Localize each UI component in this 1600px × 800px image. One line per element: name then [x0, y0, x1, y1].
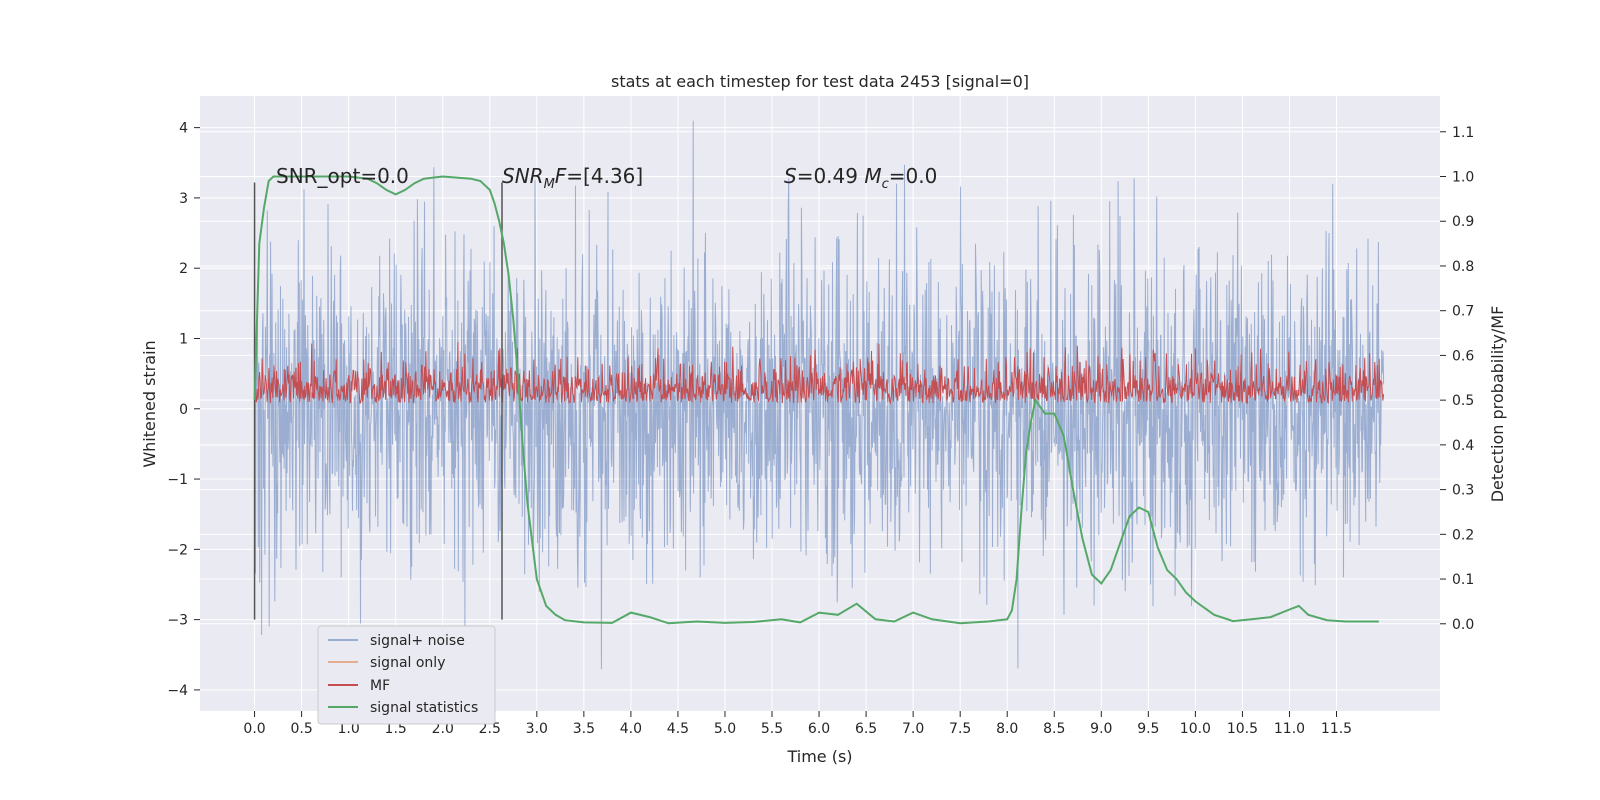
x-tick-label: 6.5 — [855, 721, 877, 737]
y-tick-label: 3 — [179, 191, 188, 207]
y-right-tick-label: 0.2 — [1452, 527, 1474, 543]
y-right-tick-label: 0.0 — [1452, 617, 1474, 633]
legend: signal+ noise signal only MF signal stat… — [317, 625, 496, 725]
series-line-mf — [254, 341, 1385, 405]
y-ticks-right: 1.1 1.0 0.9 0.8 0.7 0.6 0.5 0.4 0.3 0.2 0.1 0.0 — [1440, 125, 1474, 633]
series-signal-statistics — [253, 175, 1379, 625]
y-right-tick-label: 0.1 — [1452, 572, 1474, 588]
x-tick-label: 10.5 — [1227, 721, 1258, 737]
y-tick-label: 1 — [179, 331, 188, 347]
x-tick-label: 2.5 — [479, 721, 501, 737]
x-tick-label: 11.0 — [1274, 721, 1305, 737]
x-tick-label: 2.0 — [432, 721, 454, 737]
vlines — [253, 182, 503, 620]
x-axis-label: Time (s) — [786, 747, 852, 766]
x-tick-label: 0.0 — [243, 721, 265, 737]
y-ticks-left: 4 3 2 1 0 −1 −2 −3 −4 — [167, 121, 200, 699]
y-tick-label: −1 — [167, 472, 188, 488]
y-right-tick-label: 1.0 — [1452, 170, 1474, 186]
x-tick-label: 9.0 — [1090, 721, 1112, 737]
legend-label-signal-only: signal only — [370, 655, 445, 671]
chart-title: stats at each timestep for test data 245… — [611, 72, 1029, 91]
x-tick-label: 4.5 — [667, 721, 689, 737]
x-tick-label: 5.5 — [761, 721, 783, 737]
annotation-s-mc: S=0.49 Mc=0.0 — [784, 164, 937, 192]
series-line-signal-noise — [254, 120, 1385, 670]
y-tick-label: −2 — [167, 542, 188, 558]
x-tick-label: 8.5 — [1043, 721, 1065, 737]
x-ticks: 0.0 0.5 1.0 1.5 2.0 2.5 3.0 3.5 4.0 4.5 5.0 5.5 6.0 6… — [243, 711, 1352, 737]
x-tick-label: 8.0 — [996, 721, 1018, 737]
y-tick-label: −3 — [167, 613, 188, 629]
x-tick-label: 10.0 — [1180, 721, 1211, 737]
x-tick-label: 7.5 — [949, 721, 971, 737]
x-tick-label: 11.5 — [1321, 721, 1352, 737]
y-axis-label-right: Detection probability/MF — [1488, 306, 1507, 503]
annotation-snr-mf: SNRMF=[4.36] — [502, 164, 643, 192]
y-right-tick-label: 0.4 — [1452, 438, 1474, 454]
legend-label-signal-statistics: signal statistics — [370, 700, 478, 716]
y-tick-label: −4 — [167, 683, 188, 699]
y-right-tick-label: 0.6 — [1452, 348, 1474, 364]
y-right-tick-label: 0.8 — [1452, 259, 1474, 275]
x-tick-label: 4.0 — [620, 721, 642, 737]
x-tick-label: 7.0 — [902, 721, 924, 737]
y-right-tick-label: 0.7 — [1452, 304, 1474, 320]
legend-frame — [317, 625, 496, 725]
x-tick-label: 1.5 — [385, 721, 407, 737]
x-tick-label: 9.5 — [1137, 721, 1159, 737]
x-tick-label: 1.0 — [338, 721, 360, 737]
y-right-tick-label: 1.1 — [1452, 125, 1474, 141]
y-right-tick-label: 0.3 — [1452, 483, 1474, 499]
legend-label-mf: MF — [370, 678, 390, 694]
y-tick-label: 0 — [179, 402, 188, 418]
y-tick-label: 4 — [179, 121, 188, 137]
x-tick-label: 6.0 — [808, 721, 830, 737]
x-tick-label: 3.0 — [526, 721, 548, 737]
series-signal-noise — [254, 120, 1385, 670]
y-axis-label-left: Whitened strain — [140, 340, 159, 467]
y-tick-label: 2 — [179, 261, 188, 277]
x-tick-label: 3.5 — [573, 721, 595, 737]
y-right-tick-label: 0.5 — [1452, 393, 1474, 409]
x-tick-label: 5.0 — [714, 721, 736, 737]
series-mf — [254, 341, 1385, 405]
annotation-snr-opt: SNR_opt=0.0 — [276, 164, 409, 188]
y-right-tick-label: 0.9 — [1452, 214, 1474, 230]
legend-label-signal-noise: signal+ noise — [370, 633, 465, 649]
x-tick-label: 0.5 — [290, 721, 312, 737]
